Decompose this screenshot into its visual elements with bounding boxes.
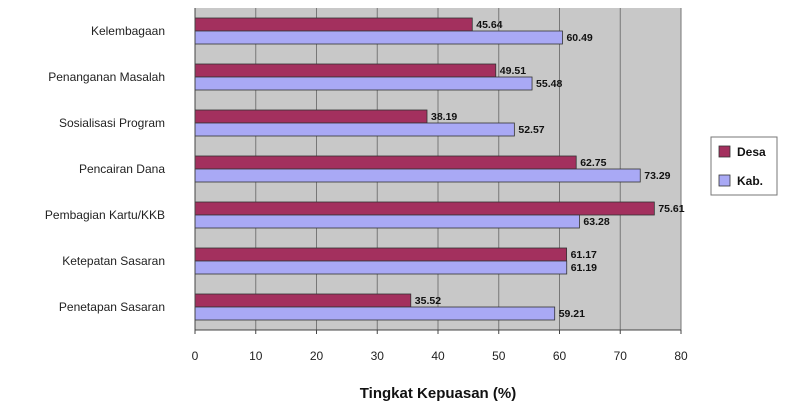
x-tick-label: 10 — [249, 349, 263, 363]
data-label: 49.51 — [500, 65, 526, 77]
x-tick-label: 40 — [431, 349, 445, 363]
x-axis-title: Tingkat Kepuasan (%) — [360, 385, 516, 402]
bar-kab — [194, 214, 580, 229]
bar-desa — [194, 201, 655, 216]
value-labels: 45.64 60.49 49.51 55.48 38.19 52.57 62.75 73.29… — [415, 19, 685, 320]
legend: Desa Kab. — [710, 136, 778, 196]
category-label: Pencairan Dana — [79, 162, 165, 176]
bar-desa — [194, 17, 473, 32]
bar-kab — [194, 306, 556, 321]
data-label: 61.17 — [571, 249, 597, 261]
category-label: Penetapan Sasaran — [59, 300, 165, 314]
bar-desa — [194, 293, 412, 308]
x-tick-label: 30 — [371, 349, 385, 363]
data-label: 73.29 — [644, 170, 670, 182]
x-tick-labels: 0 10 20 30 40 50 60 70 80 — [192, 330, 688, 363]
x-tick-label: 80 — [674, 349, 688, 363]
x-tick-label: 50 — [492, 349, 506, 363]
x-tick-label: 70 — [614, 349, 628, 363]
bar-desa — [194, 63, 497, 78]
data-label: 38.19 — [431, 111, 457, 123]
bar-kab — [194, 168, 641, 183]
bar-kab — [194, 76, 533, 91]
data-label: 62.75 — [580, 157, 606, 169]
legend-label-kab: Kab. — [737, 174, 763, 188]
legend-label-desa: Desa — [737, 145, 766, 159]
bar-kab — [194, 122, 515, 137]
bar-desa — [194, 247, 568, 262]
data-label: 63.28 — [583, 216, 609, 228]
category-label: Sosialisasi Program — [59, 116, 165, 130]
x-tick-label: 60 — [553, 349, 567, 363]
bar-desa — [194, 109, 428, 124]
category-label: Kelembagaan — [91, 24, 165, 38]
bar-desa — [194, 155, 577, 170]
bar-kab — [194, 30, 563, 45]
data-label: 55.48 — [536, 78, 562, 90]
data-label: 60.49 — [566, 32, 592, 44]
x-tick-label: 0 — [192, 349, 199, 363]
data-label: 75.61 — [658, 203, 684, 215]
data-label: 45.64 — [476, 19, 502, 31]
category-label: Ketepatan Sasaran — [62, 254, 165, 268]
legend-swatch-desa — [718, 145, 731, 158]
data-label: 52.57 — [518, 124, 544, 136]
category-label: Pembagian Kartu/KKB — [45, 208, 165, 222]
x-tick-label: 20 — [310, 349, 324, 363]
legend-swatch-kab — [718, 174, 731, 187]
category-labels: Kelembagaan Penanganan Masalah Sosialisasi… — [45, 24, 165, 314]
category-label: Penanganan Masalah — [48, 70, 165, 84]
bars — [194, 17, 655, 321]
data-label: 35.52 — [415, 295, 441, 307]
data-label: 59.21 — [559, 308, 585, 320]
data-label: 61.19 — [571, 262, 597, 274]
bar-kab — [194, 260, 568, 275]
